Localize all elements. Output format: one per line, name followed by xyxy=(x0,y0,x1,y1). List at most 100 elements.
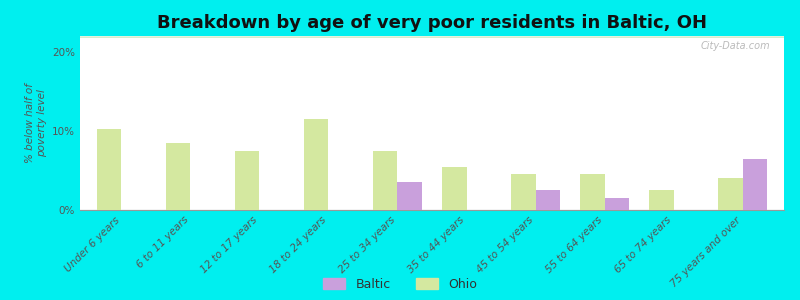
Bar xyxy=(80,36,784,37)
Bar xyxy=(80,37,784,38)
Bar xyxy=(80,36,784,37)
Bar xyxy=(80,37,784,38)
Bar xyxy=(80,36,784,37)
Bar xyxy=(605,198,629,210)
Bar xyxy=(80,36,784,37)
Bar xyxy=(80,36,784,37)
Bar xyxy=(80,36,784,37)
Bar xyxy=(80,36,784,37)
Bar xyxy=(80,37,784,38)
Bar xyxy=(80,37,784,38)
Bar xyxy=(80,36,784,37)
Bar xyxy=(80,36,784,37)
Bar xyxy=(80,37,784,38)
Bar xyxy=(80,36,784,37)
Bar xyxy=(80,36,784,37)
Bar xyxy=(80,37,784,38)
Bar xyxy=(80,37,784,38)
Bar xyxy=(80,36,784,37)
Bar xyxy=(80,36,784,37)
Bar xyxy=(80,36,784,37)
Bar xyxy=(304,119,329,210)
Bar xyxy=(80,36,784,37)
Bar xyxy=(80,36,784,37)
Bar xyxy=(80,37,784,38)
Bar xyxy=(650,190,674,210)
Bar xyxy=(80,37,784,38)
Bar xyxy=(80,36,784,37)
Bar xyxy=(80,36,784,37)
Bar xyxy=(80,37,784,38)
Bar xyxy=(80,36,784,37)
Bar xyxy=(80,37,784,38)
Bar xyxy=(80,37,784,38)
Bar xyxy=(80,36,784,37)
Title: Breakdown by age of very poor residents in Baltic, OH: Breakdown by age of very poor residents … xyxy=(157,14,707,32)
Bar xyxy=(80,36,784,37)
Bar xyxy=(80,36,784,37)
Bar xyxy=(80,36,784,37)
Bar xyxy=(80,36,784,37)
Bar xyxy=(80,37,784,38)
Bar xyxy=(80,36,784,37)
Bar xyxy=(80,36,784,37)
Bar xyxy=(80,36,784,37)
Bar xyxy=(80,37,784,38)
Bar xyxy=(80,37,784,38)
Bar xyxy=(80,36,784,37)
Bar xyxy=(80,36,784,37)
Bar xyxy=(398,182,422,210)
Bar xyxy=(80,36,784,37)
Bar xyxy=(80,37,784,38)
Bar xyxy=(80,36,784,37)
Bar xyxy=(80,36,784,37)
Bar xyxy=(80,37,784,38)
Bar xyxy=(80,36,784,37)
Bar xyxy=(80,36,784,37)
Bar xyxy=(80,36,784,37)
Bar xyxy=(80,37,784,38)
Bar xyxy=(80,36,784,37)
Bar xyxy=(80,36,784,37)
Bar xyxy=(80,37,784,38)
Bar xyxy=(80,37,784,38)
Bar xyxy=(80,36,784,37)
Bar xyxy=(80,37,784,38)
Bar xyxy=(80,37,784,38)
Bar xyxy=(80,37,784,38)
Bar xyxy=(80,36,784,37)
Bar xyxy=(80,36,784,37)
Bar xyxy=(80,37,784,38)
Bar xyxy=(80,36,784,37)
Bar xyxy=(80,36,784,37)
Bar xyxy=(80,37,784,38)
Bar xyxy=(80,36,784,37)
Bar xyxy=(80,36,784,37)
Bar xyxy=(80,36,784,37)
Bar xyxy=(80,36,784,37)
Bar xyxy=(374,151,398,210)
Bar xyxy=(80,37,784,38)
Bar xyxy=(80,37,784,38)
Bar xyxy=(80,36,784,37)
Bar xyxy=(80,36,784,37)
Bar xyxy=(80,37,784,38)
Bar xyxy=(98,129,122,210)
Bar xyxy=(718,178,742,210)
Bar xyxy=(80,37,784,38)
Bar xyxy=(80,37,784,38)
Bar xyxy=(80,36,784,37)
Bar xyxy=(80,36,784,37)
Bar xyxy=(80,36,784,37)
Bar xyxy=(80,36,784,37)
Bar xyxy=(80,37,784,38)
Bar xyxy=(80,37,784,38)
Bar xyxy=(80,36,784,37)
Bar xyxy=(580,174,605,210)
Bar xyxy=(80,37,784,38)
Bar xyxy=(80,37,784,38)
Bar xyxy=(742,159,766,210)
Bar xyxy=(80,37,784,38)
Bar xyxy=(80,36,784,37)
Bar xyxy=(80,37,784,38)
